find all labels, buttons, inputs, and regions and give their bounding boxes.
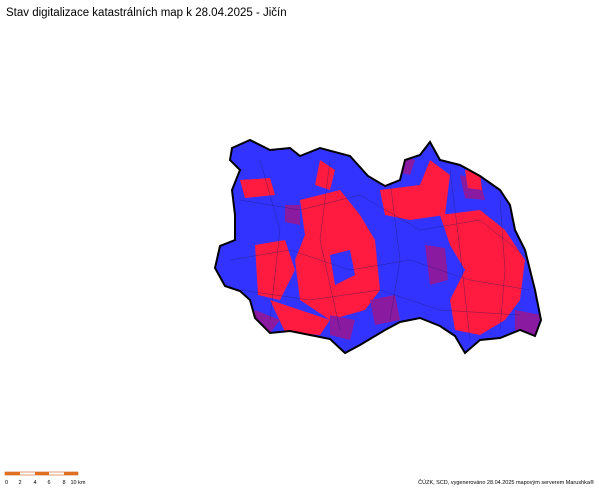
region-outline	[213, 138, 543, 355]
scale-label: 0	[5, 480, 8, 486]
scale-label: 6	[47, 480, 50, 486]
scale-label: 8	[62, 480, 65, 486]
map-region	[215, 140, 541, 353]
scale-label: 2	[18, 480, 21, 486]
scale-bar	[4, 471, 79, 476]
scale-label: 10 km	[71, 480, 86, 486]
map-title: Stav digitalizace katastrálních map k 28…	[6, 7, 287, 19]
credit: ČÚZK, SCD, vygenerováno 28.04.2025 mapov…	[418, 479, 594, 486]
scale-label: 4	[33, 480, 36, 486]
